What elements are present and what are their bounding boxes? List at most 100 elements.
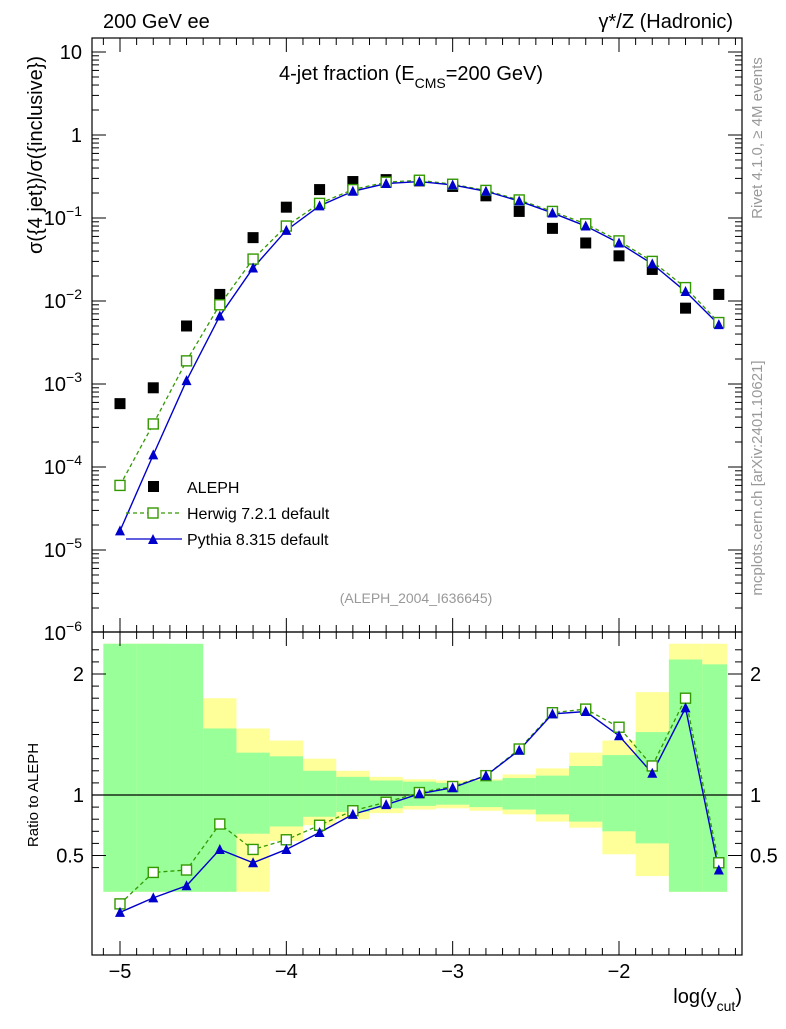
ratio-panel: 0.5 0.5 1 1 2 2 −5 −4 −3 −2 Ratio to ALEPH: [25, 631, 778, 983]
band-green-bin: [569, 765, 603, 822]
ratio-marker-pythia: [115, 906, 125, 917]
x-axis-label-sub: cut: [717, 998, 736, 1014]
marker-pythia: [115, 525, 125, 536]
marker-aleph: [114, 398, 126, 410]
marker-pythia: [281, 224, 292, 235]
ratio-tick-label-right: 0.5: [750, 846, 778, 868]
y-tick-label: 10−6: [44, 618, 82, 645]
ratio-marker-herwig: [214, 818, 226, 830]
legend-item-pythia: Pythia 8.315 default: [126, 532, 329, 549]
legend-label-pythia: Pythia 8.315 default: [187, 532, 329, 549]
band-green-bin: [302, 770, 337, 817]
ratio-tick-label-right: 1: [750, 785, 761, 807]
y-tick-label: 10−3: [44, 369, 82, 396]
y-tick-label-base: 10: [44, 540, 66, 562]
marker-pythia: [248, 262, 259, 273]
marker-pythia: [580, 220, 591, 231]
y-tick-label-exponent: −4: [66, 452, 82, 468]
ratio-marker-pythia: [381, 799, 392, 810]
x-tick-label: −5: [109, 961, 132, 983]
ratio-marker-pythia: [680, 702, 691, 713]
marker-pythia: [614, 237, 624, 248]
marker-aleph: [147, 382, 159, 394]
marker-pythia: [514, 195, 525, 206]
marker-aleph: [247, 232, 259, 244]
marker-pythia: [381, 178, 392, 189]
marker-aleph: [613, 250, 625, 262]
band-green-bin: [469, 780, 503, 808]
y-tick-label: 10: [60, 42, 82, 64]
ratio-marker-pythia: [647, 767, 658, 778]
y-tick-label-exponent: −5: [66, 535, 82, 551]
y-tick-label-exponent: −3: [66, 369, 82, 385]
y-tick-label: 10−1: [44, 203, 82, 230]
x-tick-label: −2: [608, 961, 631, 983]
ratio-marker-pythia: [480, 770, 491, 781]
ratio-marker-pythia: [447, 782, 458, 793]
y-tick-label: 10−4: [44, 452, 82, 479]
ratio-marker-pythia: [514, 744, 525, 755]
marker-pythia: [713, 319, 724, 330]
y-tick-label-base: 10: [44, 291, 66, 313]
legend-item-herwig: Herwig 7.2.1 default: [126, 506, 330, 523]
legend-label-aleph: ALEPH: [187, 480, 239, 497]
legend-marker-aleph: [148, 481, 159, 492]
marker-aleph: [314, 184, 326, 196]
band-green-bin: [702, 664, 728, 892]
marker-aleph: [181, 320, 193, 332]
y-axis-label: σ({4 jet})/σ({inclusive}): [25, 56, 47, 254]
marker-pythia: [647, 258, 658, 269]
ratio-marker-herwig: [679, 692, 692, 704]
chart-title: 4-jet fraction (ECMS=200 GeV): [279, 63, 543, 91]
y-tick-label: 10−5: [44, 535, 82, 562]
header-left: 200 GeV ee: [103, 11, 210, 33]
marker-pythia: [214, 310, 225, 321]
band-green-bin: [269, 756, 303, 827]
y-tick-label-base: 10: [44, 374, 66, 396]
ratio-marker-pythia: [181, 880, 192, 891]
ratio-marker-pythia: [248, 857, 259, 868]
y-tick-label-exponent: −6: [66, 618, 82, 634]
mcplots-label: mcplots.cern.ch [arXiv:2401.10621]: [749, 360, 766, 595]
ratio-marker-pythia: [547, 708, 558, 719]
y-tick-label-exponent: −1: [66, 203, 82, 219]
analysis-watermark: (ALEPH_2004_I636645): [340, 590, 493, 606]
ratio-marker-pythia: [347, 808, 358, 819]
ratio-frame: [91, 631, 743, 956]
band-green-bin: [236, 752, 270, 834]
legend-marker-herwig: [147, 507, 159, 519]
ratio-tick-label-left: 0.5: [56, 846, 84, 868]
band-green-bin: [169, 643, 204, 892]
legend-marker-pythia: [148, 534, 158, 544]
band-green-bin: [635, 732, 669, 844]
marker-herwig: [180, 355, 193, 367]
marker-pythia: [414, 176, 425, 187]
marker-herwig: [114, 479, 126, 492]
marker-aleph: [347, 176, 359, 188]
marker-pythia: [680, 286, 691, 297]
ratio-tick-label-left: 1: [73, 785, 84, 807]
ratio-plot-layer: 0.5 0.5 1 1 2 2 −5 −4 −3 −2: [56, 631, 778, 983]
ratio-tick-label-right: 2: [750, 664, 761, 686]
main-series-group: [114, 174, 725, 536]
marker-herwig: [214, 299, 226, 311]
ratio-axis-label: Ratio to ALEPH: [25, 743, 42, 847]
band-green-bin: [103, 643, 137, 892]
ratio-marker-pythia: [713, 864, 724, 875]
y-tick-label-base: 10: [44, 208, 66, 230]
marker-aleph: [280, 201, 292, 213]
legend: ALEPH Herwig 7.2.1 default Pythia 8.315 …: [126, 480, 330, 549]
ratio-marker-herwig: [247, 843, 259, 856]
chart-title-sub: CMS: [415, 75, 446, 91]
ratio-marker-pythia: [281, 843, 292, 854]
rivet-label: Rivet 4.1.0, ≥ 4M events: [749, 57, 766, 219]
band-green-bin: [502, 778, 536, 810]
ratio-marker-herwig: [280, 834, 293, 846]
header-right: γ*/Z (Hadronic): [599, 11, 733, 33]
marker-pythia: [314, 200, 325, 211]
marker-aleph: [680, 302, 692, 314]
y-tick-label-exponent: −2: [66, 286, 82, 302]
marker-pythia: [181, 375, 192, 386]
marker-aleph: [646, 263, 658, 275]
